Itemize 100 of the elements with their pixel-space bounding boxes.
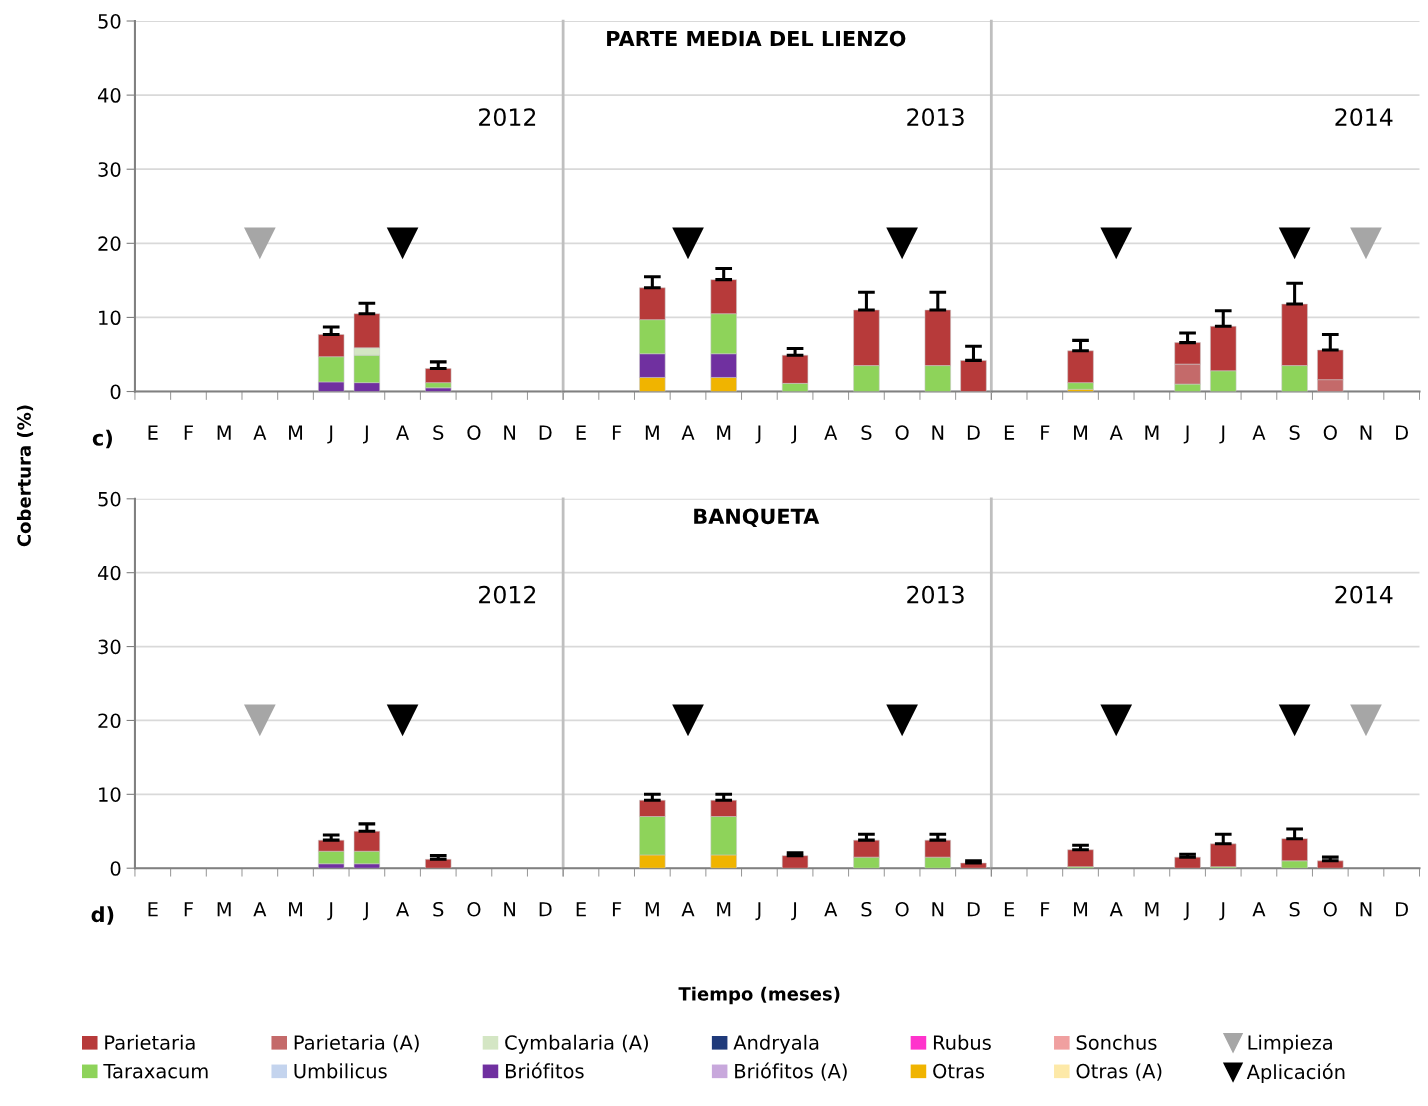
x-tick-label: E xyxy=(148,902,158,917)
y-tick-label: 10 xyxy=(99,787,121,802)
legend-label: Taraxacum xyxy=(103,1063,208,1079)
bar xyxy=(1210,843,1237,868)
annotation: 2014 xyxy=(1335,585,1393,604)
x-tick-label: A xyxy=(1109,425,1123,440)
y-tick-label: 10 xyxy=(99,310,121,326)
x-tick-label: M xyxy=(717,425,731,440)
x-tick-label: M xyxy=(1074,425,1088,440)
y-tick-label: 0 xyxy=(110,861,121,876)
x-tick-label: O xyxy=(1323,901,1337,917)
legend-label: Otras (A) xyxy=(1076,1063,1162,1081)
x-tick-label: A xyxy=(253,425,267,440)
x-tick-label: N xyxy=(932,902,944,917)
x-tick-label: D xyxy=(967,902,980,917)
x-tick-label: A xyxy=(253,902,267,917)
x-tick-label: D xyxy=(1396,425,1408,440)
chart-title: BANQUETA xyxy=(694,508,820,527)
x-tick-label: J xyxy=(791,425,797,444)
y-tick-label: 30 xyxy=(98,162,121,177)
annotation: 2014 xyxy=(1335,108,1393,127)
annotation: 2013 xyxy=(907,108,964,127)
y-tick-label: 20 xyxy=(98,236,121,251)
legend-label: Umbilicus xyxy=(294,1063,387,1079)
y-tick-label: 40 xyxy=(97,88,121,103)
x-tick-label: J xyxy=(1183,425,1189,444)
x-tick-label: J xyxy=(791,902,797,921)
x-tick-label: F xyxy=(612,425,622,440)
legend-label: Otras xyxy=(933,1063,985,1079)
y-tick-label: 50 xyxy=(98,13,121,29)
x-tick-label: J xyxy=(1219,425,1225,444)
x-tick-label: J xyxy=(1219,902,1225,921)
x-tick-label: N xyxy=(1360,425,1372,440)
x-tick-label: J xyxy=(755,902,761,921)
x-tick-label: N xyxy=(1360,902,1372,917)
legend-label: Andryala xyxy=(733,1034,819,1054)
y-tick-label: 50 xyxy=(98,491,121,507)
x-tick-label: M xyxy=(217,425,231,440)
x-tick-label: A xyxy=(396,902,410,917)
y-tick-label: 0 xyxy=(110,384,121,400)
legend-label: Aplicación xyxy=(1246,1063,1345,1083)
x-tick-label: S xyxy=(861,901,872,917)
x-tick-label: M xyxy=(645,902,659,917)
legend-label: Rubus xyxy=(933,1034,991,1050)
x-tick-label: O xyxy=(895,901,909,917)
x-tick-label: E xyxy=(1004,425,1015,440)
x-tick-label: F xyxy=(612,902,622,917)
x-tick-label: D xyxy=(1396,902,1408,917)
x-tick-label: D xyxy=(967,425,980,440)
x-tick-label: D xyxy=(539,425,552,440)
x-tick-label: S xyxy=(1289,901,1300,917)
x-tick-label: A xyxy=(824,902,838,917)
x-tick-label: J xyxy=(327,902,333,921)
chart-title: PARTE MEDIA DEL LIENZO xyxy=(607,30,906,47)
x-tick-label: F xyxy=(1041,425,1050,440)
x-tick-label: A xyxy=(1109,902,1123,917)
text: d) xyxy=(91,906,114,925)
legend-label: Briófitos xyxy=(505,1062,584,1079)
legend-label: Parietaria (A) xyxy=(294,1034,419,1053)
y-axis-title: Cobertura (%) xyxy=(16,405,34,547)
x-tick-label: S xyxy=(861,425,872,440)
x-tick-label: N xyxy=(932,425,944,440)
x-tick-label: E xyxy=(576,902,586,917)
annotation: 2013 xyxy=(907,585,964,604)
x-tick-label: J xyxy=(363,902,368,921)
x-tick-label: E xyxy=(1004,902,1015,917)
x-tick-label: A xyxy=(824,425,838,440)
annotation: 2012 xyxy=(479,585,536,604)
x-tick-label: J xyxy=(327,425,333,444)
legend-label: Parietaria xyxy=(105,1034,195,1050)
legend-label: Sonchus xyxy=(1076,1034,1157,1050)
x-tick-label: A xyxy=(681,902,695,917)
x-tick-label: M xyxy=(645,425,659,440)
y-tick-label: 20 xyxy=(98,713,121,729)
x-tick-label: A xyxy=(396,425,410,440)
bar xyxy=(960,360,987,392)
x-tick-label: F xyxy=(184,902,193,917)
x-axis-title: Tiempo (meses) xyxy=(678,986,840,1005)
x-tick-label: J xyxy=(755,425,761,444)
annotation: 2012 xyxy=(479,108,536,127)
bar xyxy=(781,855,809,869)
x-tick-label: M xyxy=(217,902,231,917)
x-tick-label: O xyxy=(467,901,481,917)
legend-label: Cymbalaria (A) xyxy=(505,1034,648,1054)
text: c) xyxy=(92,429,112,449)
x-tick-label: N xyxy=(504,902,515,917)
x-tick-label: A xyxy=(681,425,695,440)
legend-label: Briófitos (A) xyxy=(735,1062,847,1081)
x-tick-label: M xyxy=(717,902,731,917)
x-tick-label: S xyxy=(433,901,444,917)
legend-label: Limpieza xyxy=(1248,1034,1332,1054)
x-tick-label: M xyxy=(289,902,303,917)
x-tick-label: O xyxy=(895,425,909,440)
x-tick-label: M xyxy=(1145,902,1159,917)
x-tick-label: F xyxy=(184,425,193,440)
x-tick-label: A xyxy=(1252,425,1266,440)
x-tick-label: S xyxy=(1289,425,1300,440)
x-tick-label: O xyxy=(1323,425,1337,440)
x-tick-label: M xyxy=(289,425,303,440)
x-tick-label: D xyxy=(539,902,552,917)
